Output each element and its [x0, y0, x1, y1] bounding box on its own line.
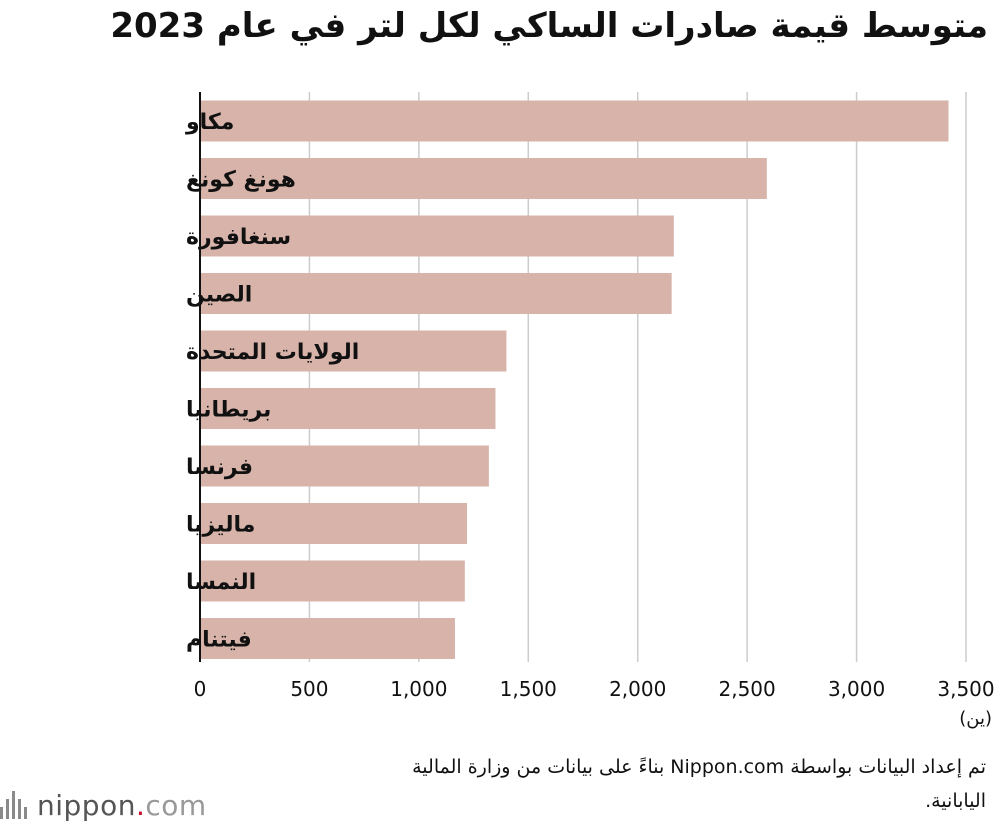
- category-label: سنغافورة: [186, 225, 291, 250]
- x-tick-label: 500: [290, 677, 328, 701]
- category-label: هونغ كونغ: [186, 168, 296, 193]
- category-labels: مكاو هونغ كونغ سنغافورة الصين الولايات المتح…: [185, 110, 359, 653]
- tick-labels: 0 500 1,000 1,500 2,000 2,500 3,000 3,500: [194, 677, 995, 701]
- logo-text: nippon.com: [37, 788, 207, 822]
- x-tick-label: 2,500: [719, 677, 776, 701]
- bar: [200, 158, 767, 199]
- category-label: ماليزيا: [186, 513, 255, 538]
- category-label: النمسا: [186, 570, 256, 595]
- x-tick-label: 1,000: [390, 677, 447, 701]
- chart-title: متوسط قيمة صادرات الساكي لكل لتر في عام …: [110, 6, 988, 46]
- category-label: بريطانيا: [186, 398, 271, 423]
- nippon-logo: nippon.com: [0, 788, 207, 822]
- category-label: فيتنام: [186, 628, 252, 653]
- x-tick-label: 3,500: [937, 677, 994, 701]
- bar: [200, 215, 674, 257]
- category-label: مكاو: [185, 110, 234, 135]
- bar: [200, 330, 507, 372]
- category-label: فرنسا: [186, 455, 253, 480]
- bar: [200, 388, 496, 429]
- logo-mark-icon: [0, 791, 27, 819]
- bar: [200, 503, 468, 544]
- bar: [200, 273, 672, 314]
- x-tick-label: 2,000: [609, 677, 666, 701]
- bar: [200, 560, 465, 602]
- bar: [200, 100, 949, 142]
- category-label: الصين: [186, 283, 252, 308]
- source-note: تم إعداد البيانات بواسطة Nippon.com بناء…: [412, 756, 986, 812]
- x-tick-label: 1,500: [500, 677, 557, 701]
- unit-label: (ين): [959, 708, 992, 729]
- bars: [200, 100, 949, 659]
- bar: [200, 618, 455, 659]
- x-tick-label: 3,000: [828, 677, 885, 701]
- bar: [200, 445, 489, 487]
- x-tick-label: 0: [194, 677, 207, 701]
- category-label: الولايات المتحدة: [186, 340, 359, 365]
